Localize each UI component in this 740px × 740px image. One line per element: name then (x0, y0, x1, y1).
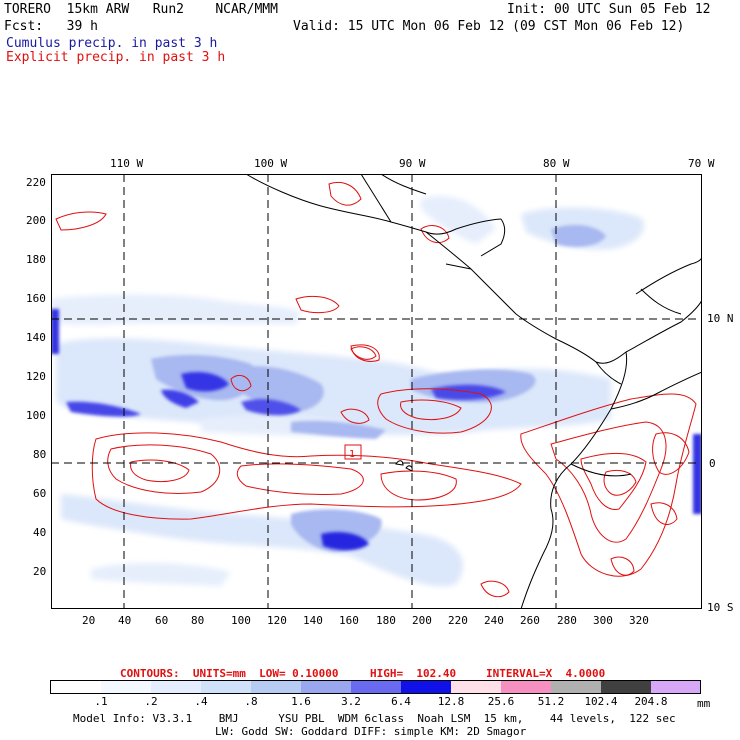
contour-high: HIGH= 102.40 (370, 667, 457, 680)
x-tick: 300 (593, 614, 613, 627)
precip-map: 1 (51, 174, 702, 609)
legend-swatch (501, 681, 552, 693)
legend-swatch (351, 681, 402, 693)
legend-value: .1 (94, 695, 108, 708)
model-title: TORERO 15km ARW Run2 NCAR/MMM (4, 2, 278, 17)
init-time: Init: 00 UTC Sun 05 Feb 12 (507, 2, 711, 17)
forecast-hour: Fcst: 39 h (4, 19, 98, 34)
legend-swatch (201, 681, 252, 693)
lat-lon-grid (51, 174, 702, 609)
legend-swatch (651, 681, 700, 693)
y-tick: 120 (26, 370, 46, 383)
y-tick: 180 (26, 253, 46, 266)
x-tick: 20 (82, 614, 96, 627)
legend-swatch (401, 681, 452, 693)
legend-units: mm (697, 697, 711, 710)
y-tick: 20 (33, 565, 47, 578)
lon-label-90w: 90 W (399, 157, 426, 170)
x-tick: 40 (118, 614, 132, 627)
lat-label-10s: 10 S (707, 601, 734, 614)
legend-swatch (601, 681, 652, 693)
y-tick: 80 (33, 448, 47, 461)
legend-swatch (101, 681, 152, 693)
legend-value: .2 (144, 695, 158, 708)
legend-value: 6.4 (391, 695, 411, 708)
contour-units: CONTOURS: UNITS=mm LOW= 0.10000 (120, 667, 339, 680)
coastlines (245, 174, 702, 609)
legend-swatch (51, 681, 102, 693)
lon-label-70w: 70 W (688, 157, 715, 170)
x-tick: 180 (376, 614, 396, 627)
x-tick: 200 (412, 614, 432, 627)
y-tick: 60 (33, 487, 47, 500)
legend-value: 25.6 (487, 695, 515, 708)
legend-swatch (151, 681, 202, 693)
contour-interval: INTERVAL=X 4.0000 (486, 667, 606, 680)
cumulus-legend-label: Cumulus precip. in past 3 h (6, 36, 218, 51)
x-tick: 60 (155, 614, 169, 627)
lon-label-100w: 100 W (254, 157, 288, 170)
map-frame (51, 174, 702, 609)
legend-value: 204.8 (634, 695, 668, 708)
legend-swatch (301, 681, 352, 693)
lat-label-0: 0 (709, 457, 716, 470)
legend-swatch (551, 681, 602, 693)
legend-swatch (451, 681, 502, 693)
lon-label-80w: 80 W (543, 157, 570, 170)
x-tick: 100 (231, 614, 251, 627)
y-tick: 140 (26, 331, 46, 344)
lon-label-110w: 110 W (110, 157, 144, 170)
legend-value: 51.2 (537, 695, 565, 708)
cumulus-heavy-shading (51, 309, 702, 551)
model-info-line2: LW: Godd SW: Goddard DIFF: simple KM: 2D… (215, 725, 527, 738)
valid-time: Valid: 15 UTC Mon 06 Feb 12 (09 CST Mon … (293, 19, 685, 34)
boxed-marker-label: 1 (349, 449, 355, 460)
model-info-line1: Model Info: V3.3.1 BMJ YSU PBL WDM 6clas… (73, 712, 676, 725)
color-legend-bar (50, 680, 701, 694)
x-tick: 320 (629, 614, 649, 627)
y-tick: 100 (26, 409, 46, 422)
y-tick: 220 (26, 176, 46, 189)
legend-swatch (251, 681, 302, 693)
explicit-legend-label: Explicit precip. in past 3 h (6, 50, 226, 65)
legend-value: 102.4 (584, 695, 618, 708)
y-tick: 200 (26, 214, 46, 227)
lat-label-10n: 10 N (707, 312, 734, 325)
legend-value: 3.2 (341, 695, 361, 708)
x-tick: 80 (191, 614, 205, 627)
legend-value: 12.8 (437, 695, 465, 708)
x-tick: 160 (339, 614, 359, 627)
x-tick: 260 (520, 614, 540, 627)
x-tick: 140 (303, 614, 323, 627)
y-tick: 40 (33, 526, 47, 539)
x-tick: 220 (448, 614, 468, 627)
y-tick: 160 (26, 292, 46, 305)
x-tick: 240 (484, 614, 504, 627)
legend-value: 1.6 (291, 695, 311, 708)
x-tick: 280 (557, 614, 577, 627)
legend-value: .8 (244, 695, 258, 708)
x-tick: 120 (267, 614, 287, 627)
legend-value: .4 (194, 695, 208, 708)
